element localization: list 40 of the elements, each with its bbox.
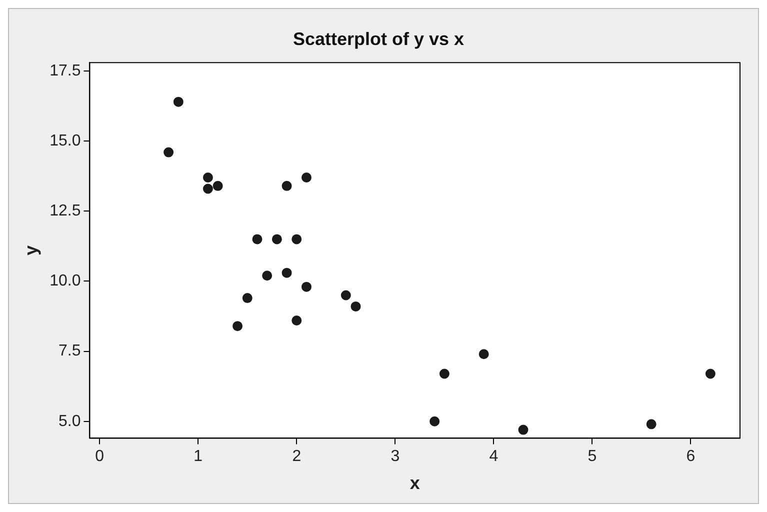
point [646, 419, 656, 430]
x-tick-label: 0 [95, 448, 104, 466]
point [202, 184, 213, 194]
point [272, 234, 282, 244]
point [202, 172, 213, 183]
point [262, 270, 272, 281]
chart-title: Scatterplot of y vs x [292, 28, 464, 49]
y-tick-label: 15.0 [50, 132, 81, 150]
point [705, 368, 716, 379]
point [301, 282, 312, 292]
y-tick-label: 12.5 [50, 202, 81, 220]
point [232, 321, 243, 332]
x-tick-label: 3 [390, 448, 400, 466]
point [282, 180, 292, 191]
point [242, 293, 252, 304]
point [340, 290, 351, 300]
point [518, 424, 528, 435]
x-tick-label: 5 [588, 448, 597, 466]
x-tick-label: 4 [489, 448, 498, 466]
x-tick-label: 2 [292, 448, 302, 466]
y-axis-title: y [20, 245, 41, 256]
point [252, 234, 262, 244]
y-tick-label: 10.0 [50, 272, 81, 290]
y-tick-label: 5.0 [58, 412, 81, 430]
point [301, 172, 312, 183]
point [350, 301, 361, 312]
point [439, 368, 450, 379]
point [212, 180, 223, 191]
y-tick-label: 7.5 [58, 342, 81, 360]
point [478, 349, 489, 360]
point [282, 268, 292, 278]
x-tick-label: 1 [194, 448, 203, 466]
point [164, 147, 174, 158]
point [430, 416, 440, 426]
point [292, 315, 302, 326]
point [173, 96, 184, 107]
x-axis-title: x [410, 473, 420, 494]
y-tick-label: 17.5 [50, 62, 81, 80]
point [292, 234, 302, 244]
x-tick-label: 6 [686, 448, 696, 466]
